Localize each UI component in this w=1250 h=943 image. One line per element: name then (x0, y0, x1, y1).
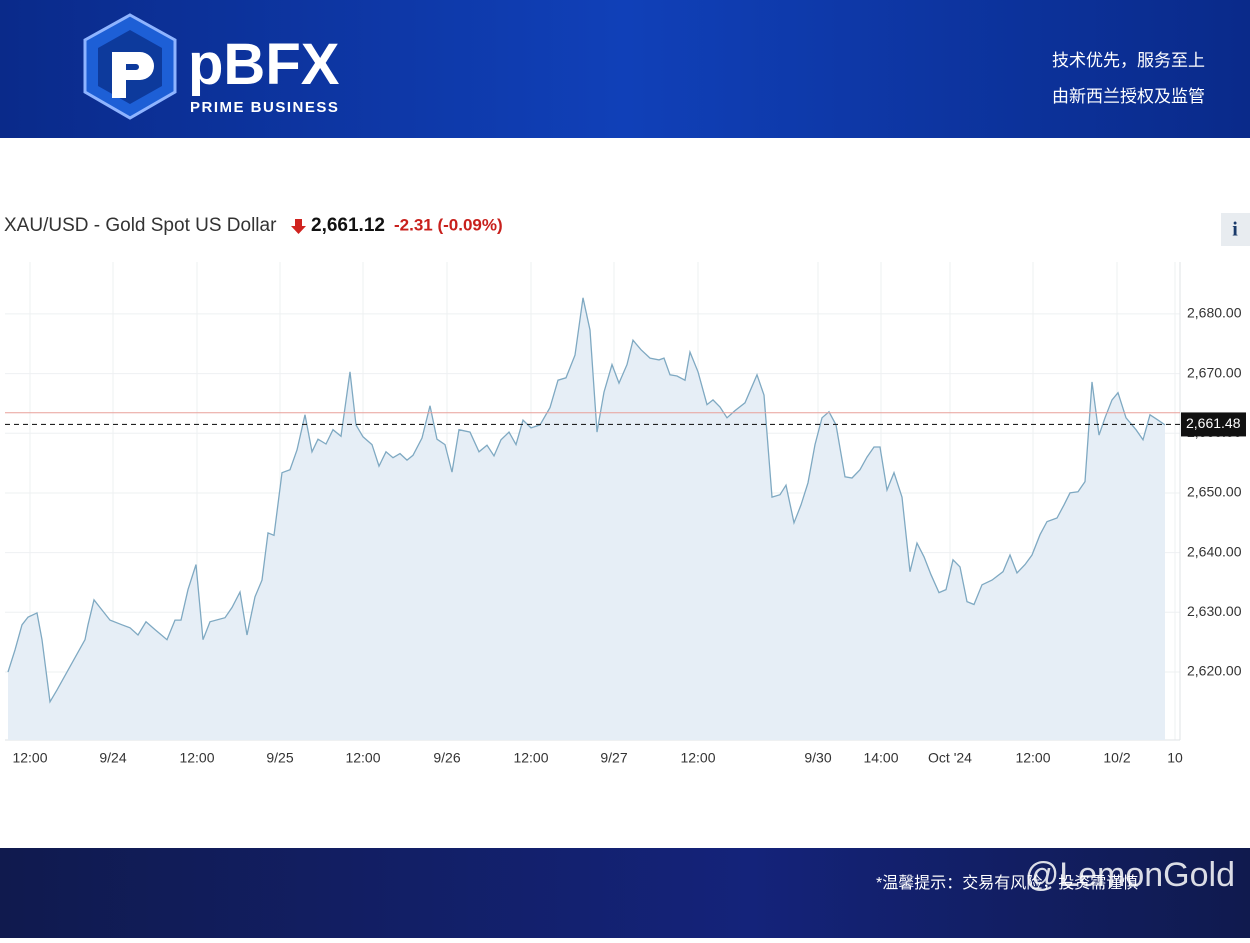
y-tick-label: 2,650.00 (1187, 484, 1242, 500)
x-tick-label: 12:00 (1015, 750, 1050, 766)
x-tick-label: 9/26 (433, 750, 460, 766)
area (8, 297, 1165, 740)
chart-title: XAU/USD - Gold Spot US Dollar (4, 215, 277, 236)
footer-art: *温馨提示：交易有风险，投资需谨慎 @LemonGold (876, 856, 1235, 894)
current-label: 2,661.48 (1186, 415, 1241, 431)
y-tick-label: 2,620.00 (1187, 663, 1242, 679)
header: pBFX PRIME BUSINESS 技术优先，服务至上 由新西兰授权及监管 (0, 0, 1250, 138)
x-tick-label: 14:00 (863, 750, 898, 766)
x-tick-label: 9/25 (266, 750, 293, 766)
y-tick-label: 2,670.00 (1187, 364, 1242, 380)
x-tick-label: 12:00 (345, 750, 380, 766)
watermark: @LemonGold (1025, 856, 1235, 894)
logo-p (112, 52, 154, 98)
x-tick-label: 9/27 (600, 750, 627, 766)
down-arrow (291, 219, 306, 234)
header-art: pBFX PRIME BUSINESS 技术优先，服务至上 由新西兰授权及监管 (83, 13, 1205, 120)
x-tick-label: 9/30 (804, 750, 831, 766)
tagline: PRIME BUSINESS (190, 99, 339, 116)
current-box (1181, 412, 1246, 437)
x-tick-label: 12:00 (680, 750, 715, 766)
y-tick-label: 2,680.00 (1187, 305, 1242, 321)
x-tick-label: 12:00 (179, 750, 214, 766)
chart: XAU/USD - Gold Spot US Dollar 2,661.12 -… (4, 213, 1250, 766)
brand: pBFX (188, 32, 340, 97)
x-tick-label: 12:00 (12, 750, 47, 766)
info-icon[interactable]: i (1232, 219, 1238, 241)
price: 2,661.12 (311, 215, 385, 236)
x-tick-label: Oct '24 (928, 750, 972, 766)
slogan: 技术优先，服务至上 (1052, 51, 1205, 70)
slogan: 由新西兰授权及监管 (1052, 87, 1205, 106)
x-tick-label: 9/24 (99, 750, 126, 766)
x-tick-label: 12:00 (513, 750, 548, 766)
change: -2.31 (-0.09%) (394, 215, 503, 234)
y-tick-label: 2,640.00 (1187, 543, 1242, 559)
footer: *温馨提示：交易有风险，投资需谨慎 @LemonGold (0, 848, 1250, 938)
info-button[interactable] (1221, 213, 1250, 246)
x-tick-label: 10 (1167, 750, 1183, 766)
notice: *温馨提示：交易有风险，投资需谨慎 (876, 874, 1138, 892)
y-tick-label: 2,630.00 (1187, 603, 1242, 619)
line (7, 297, 1166, 704)
x-tick-label: 10/2 (1103, 750, 1130, 766)
